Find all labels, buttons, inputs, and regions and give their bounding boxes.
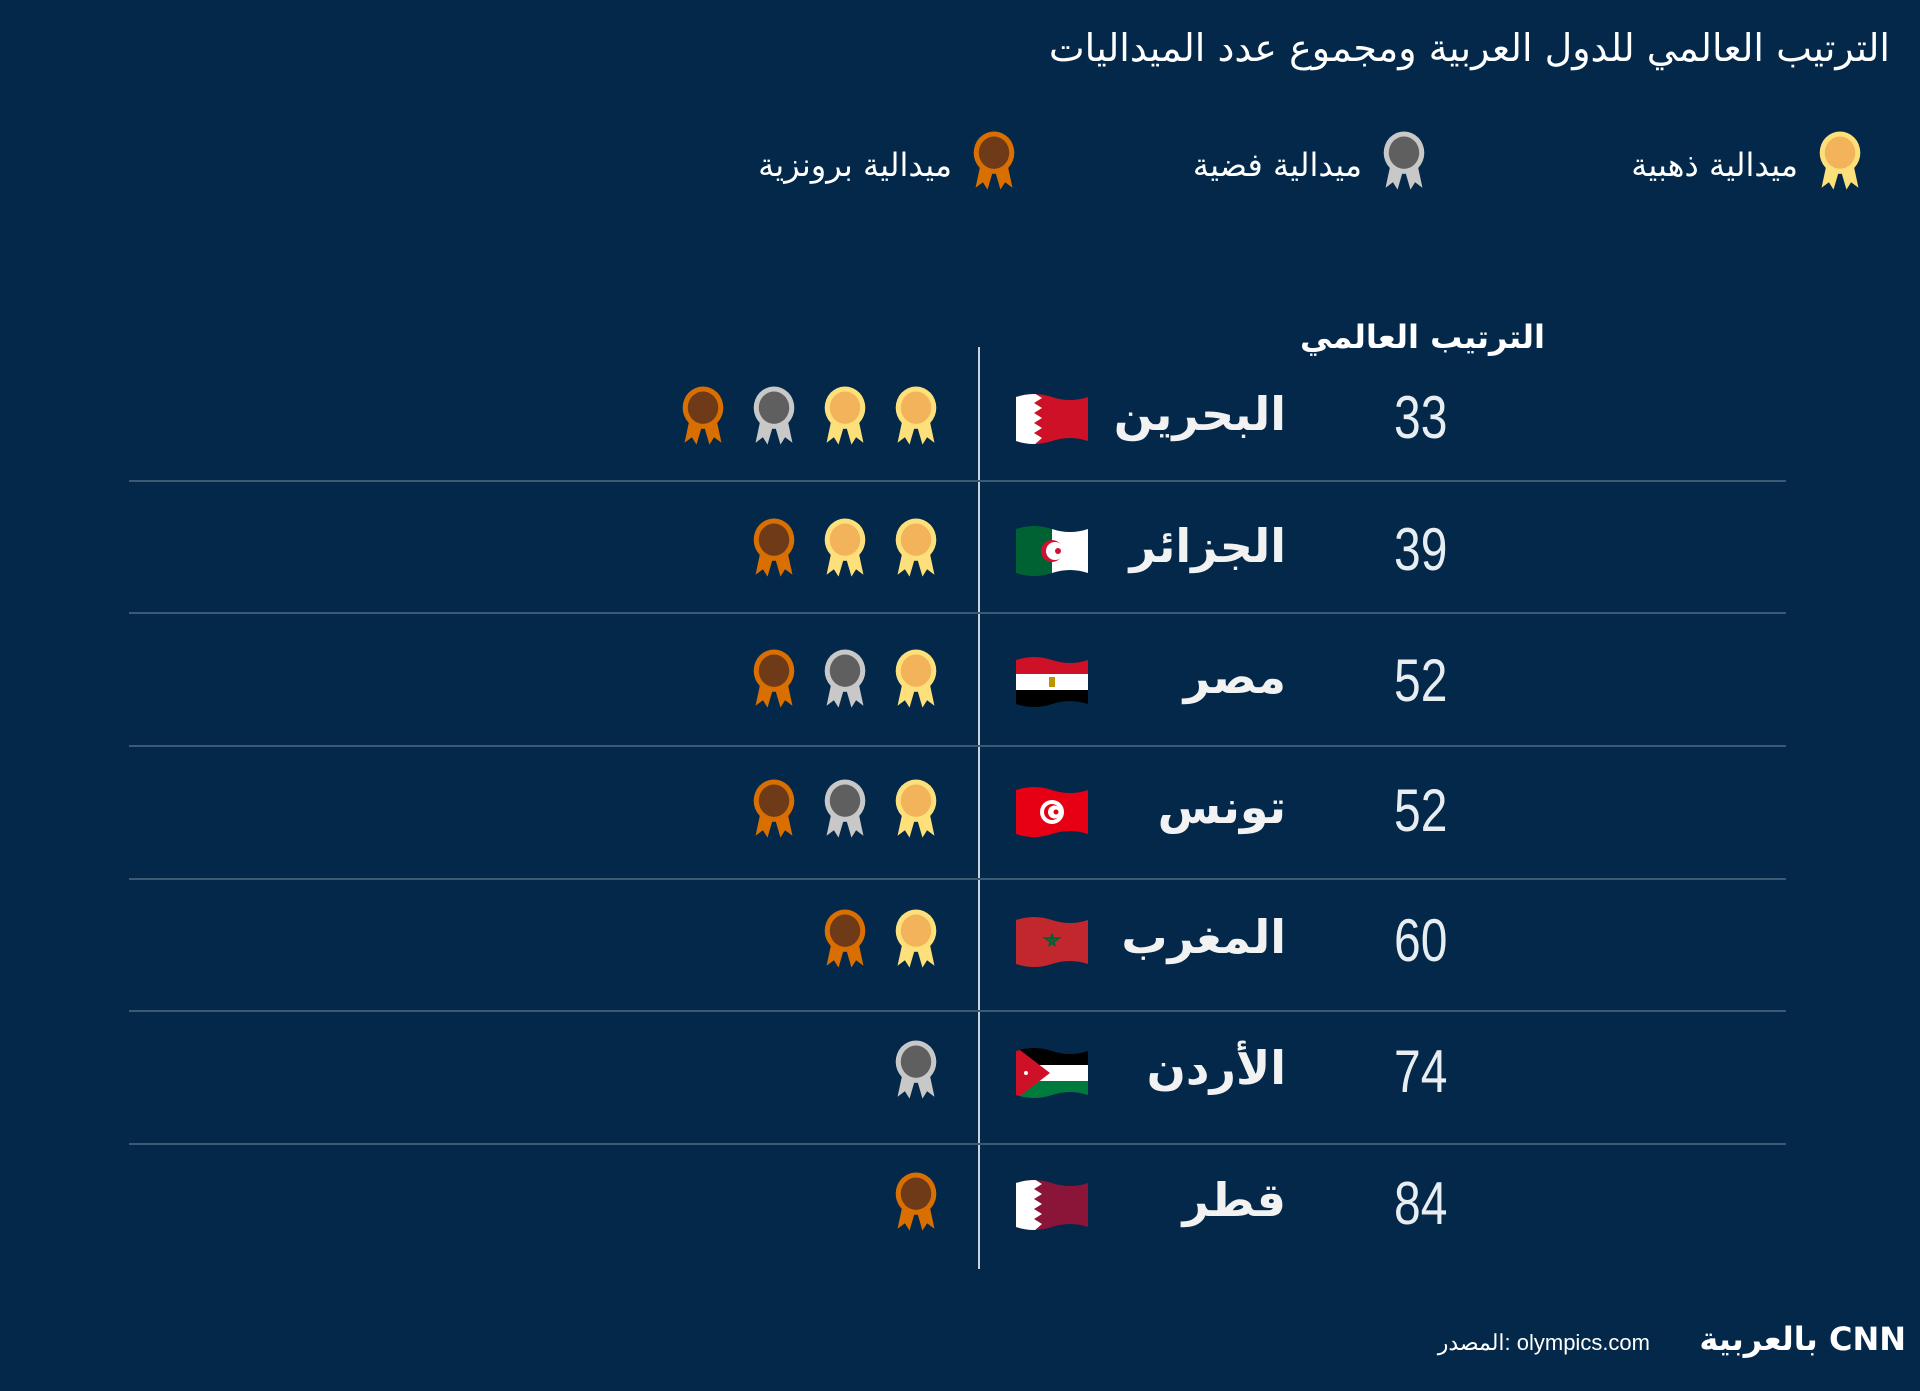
table-row: 84 قطر [0, 1141, 1920, 1271]
legend-gold: ميدالية ذهبية [1631, 130, 1864, 200]
row-separator [129, 480, 1786, 482]
bronze-medal-icon [750, 517, 802, 583]
table-row: 60 المغرب [0, 878, 1920, 1008]
rank-value: 84 [1394, 1170, 1448, 1237]
bronze-medal-icon [892, 1171, 944, 1237]
legend-silver: ميدالية فضية [1192, 130, 1428, 200]
table-row: 52 مصر [0, 618, 1920, 748]
silver-medal-icon [821, 648, 873, 714]
rank-value: 60 [1394, 907, 1448, 974]
row-separator [129, 745, 1786, 747]
rank-value: 52 [1394, 647, 1448, 714]
legend-gold-label: ميدالية ذهبية [1631, 146, 1798, 184]
silver-medal-icon [750, 385, 802, 451]
rank-value: 52 [1394, 777, 1448, 844]
gold-medal-icon [892, 778, 944, 844]
source-text: المصدر: olympics.com [1437, 1330, 1650, 1355]
morocco-flag-icon [1016, 916, 1088, 968]
legend-bronze: ميدالية برونزية [758, 130, 1018, 200]
silver-medal-icon [1380, 130, 1428, 200]
country-name: الجزائر [1129, 519, 1286, 573]
gold-medal-icon [821, 517, 873, 583]
table-row: 33 البحرين [0, 355, 1920, 485]
egypt-flag-icon [1016, 656, 1088, 708]
algeria-flag-icon [1016, 525, 1088, 577]
table-row: 74 الأردن [0, 1009, 1920, 1139]
rank-value: 74 [1394, 1038, 1448, 1105]
country-name: البحرين [1113, 387, 1286, 441]
legend-bronze-label: ميدالية برونزية [758, 146, 952, 184]
bronze-medal-icon [750, 648, 802, 714]
table-row: 39 الجزائر [0, 487, 1920, 617]
row-separator [129, 1010, 1786, 1012]
country-name: المغرب [1121, 910, 1286, 964]
gold-medal-icon [892, 648, 944, 714]
gold-medal-icon [892, 385, 944, 451]
silver-medal-icon [892, 1039, 944, 1105]
gold-medal-icon [1816, 130, 1864, 200]
bronze-medal-icon [821, 908, 873, 974]
bahrain-flag-icon [1016, 393, 1088, 445]
jordan-flag-icon [1016, 1047, 1088, 1099]
rank-column-header: الترتيب العالمي [1300, 318, 1545, 356]
row-separator [129, 878, 1786, 880]
row-separator [129, 612, 1786, 614]
gold-medal-icon [821, 385, 873, 451]
gold-medal-icon [892, 908, 944, 974]
country-name: قطر [1182, 1173, 1286, 1227]
country-name: تونس [1157, 780, 1286, 834]
legend-silver-label: ميدالية فضية [1192, 146, 1362, 184]
qatar-flag-icon [1016, 1179, 1088, 1231]
bronze-medal-icon [679, 385, 731, 451]
row-separator [129, 1143, 1786, 1145]
column-divider [978, 347, 980, 1269]
tunisia-flag-icon [1016, 786, 1088, 838]
bronze-medal-icon [750, 778, 802, 844]
rank-value: 33 [1394, 384, 1448, 451]
bronze-medal-icon [970, 130, 1018, 200]
silver-medal-icon [821, 778, 873, 844]
cnn-arabic-logo: CNN بالعربية [1699, 1320, 1906, 1358]
country-name: مصر [1183, 650, 1286, 704]
country-name: الأردن [1146, 1041, 1286, 1095]
rank-value: 39 [1394, 516, 1448, 583]
gold-medal-icon [892, 517, 944, 583]
chart-title: الترتيب العالمي للدول العربية ومجموع عدد… [1048, 26, 1890, 70]
table-row: 52 تونس [0, 748, 1920, 878]
